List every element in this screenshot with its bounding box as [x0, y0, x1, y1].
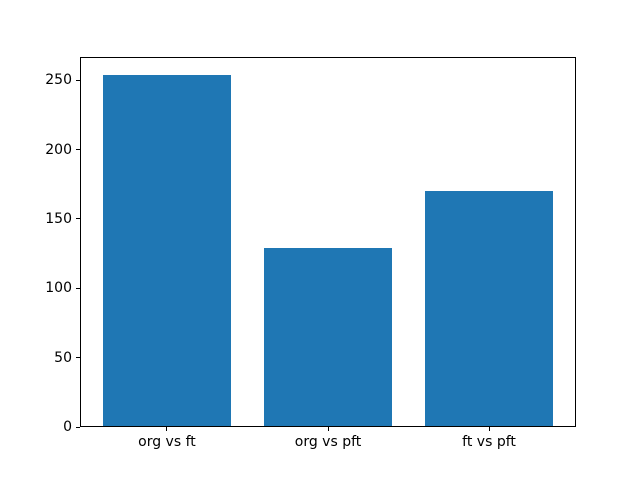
bar-ft-vs-pft [424, 191, 554, 427]
x-axis-tick-mark [488, 427, 490, 431]
y-axis-tick-mark [76, 149, 80, 151]
x-axis-tick-label-ft-vs-pft: ft vs pft [462, 434, 516, 450]
y-axis-tick-label: 50 [54, 349, 72, 366]
y-axis-tick-label: 150 [45, 210, 72, 227]
y-axis-tick-mark [76, 218, 80, 220]
y-axis-tick-label: 200 [45, 141, 72, 158]
y-axis-tick-mark [76, 357, 80, 359]
y-axis-tick-label: 0 [63, 419, 72, 435]
plot-area: 0 50 100 150 200 250 org vs ft org vs pft ft vs … [45, 57, 576, 450]
y-axis-tick-mark [76, 426, 80, 428]
bar-org-vs-ft [102, 74, 232, 427]
y-axis-tick-mark [76, 79, 80, 81]
bar-org-vs-pft [263, 248, 393, 427]
x-axis-tick-mark [327, 427, 329, 431]
y-axis-tick-label: 100 [45, 280, 72, 297]
y-axis-tick-mark [76, 287, 80, 289]
x-axis-tick-label-org-vs-pft: org vs pft [294, 434, 362, 450]
x-axis-tick-mark [166, 427, 168, 431]
y-axis-tick-label: 250 [45, 72, 72, 89]
x-axis-tick-label-org-vs-ft: org vs ft [138, 434, 196, 450]
